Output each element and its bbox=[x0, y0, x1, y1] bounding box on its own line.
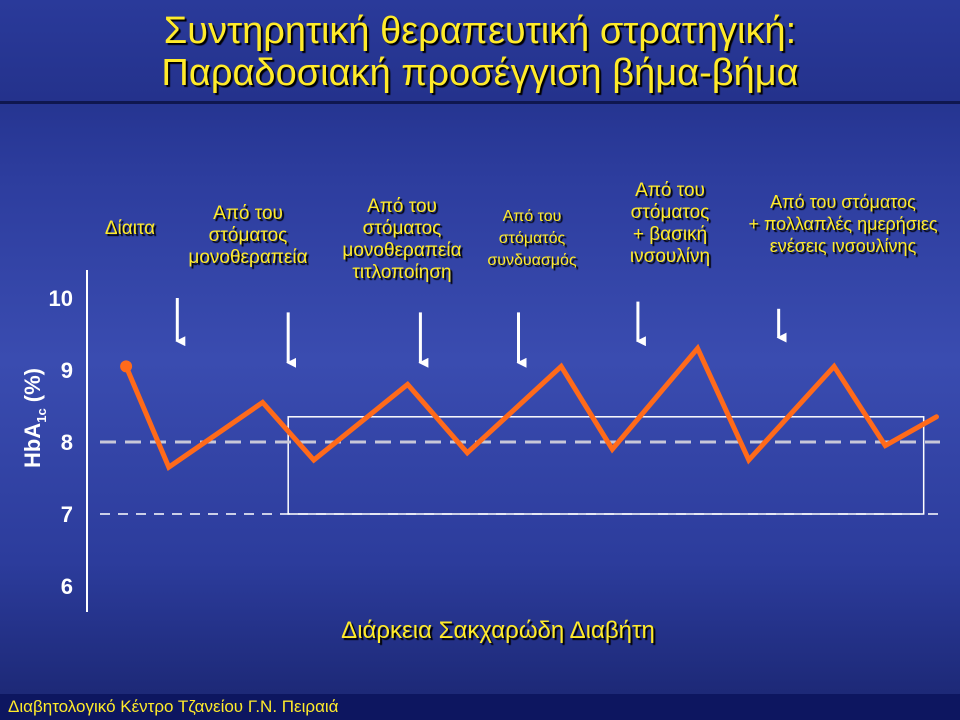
stage-label-oral-monotherapy: Από του στόματος μονοθεραπεία bbox=[188, 203, 307, 269]
stage-line: + βασική bbox=[632, 224, 708, 245]
slide-title: Συντηρητική θεραπευτική στρατηγική: Παρα… bbox=[0, 0, 960, 104]
stage-line: ενέσεις ινσουλίνης bbox=[769, 236, 917, 256]
start-point-marker bbox=[120, 360, 133, 373]
stage-label-basal-insulin: Από του στόματος + βασική ινσουλίνη bbox=[630, 180, 710, 268]
threshold-lines bbox=[100, 440, 940, 515]
footer-text: Διαβητολογικό Κέντρο Τζανείου Γ.Ν. Πειρα… bbox=[0, 694, 960, 720]
stage-line: στόματος bbox=[362, 218, 442, 239]
y-tick-label: 9 bbox=[61, 358, 73, 383]
y-tick-label: 8 bbox=[61, 430, 73, 455]
stage-label-oral-combination: Από του στόματός συνδυασμός bbox=[487, 206, 576, 272]
stage-line: μονοθεραπεία bbox=[342, 240, 462, 261]
stage-line: Από του bbox=[635, 180, 705, 201]
stage-label-diet: Δίαιτα bbox=[105, 218, 155, 240]
y-tick-label: 7 bbox=[61, 502, 73, 527]
stage-line: Από του bbox=[213, 203, 283, 224]
target-range-rect bbox=[287, 416, 925, 515]
title-line-2: Παραδοσιακή προσέγγιση βήμα-βήμα bbox=[161, 52, 799, 94]
stage-line: Από του bbox=[367, 196, 437, 217]
y-axis-label-unit: (%) bbox=[20, 368, 45, 408]
stage-label-multiple-injections: Από του στόματος + πολλαπλές ημερήσιες ε… bbox=[748, 191, 937, 257]
x-axis-label: Διάρκεια Σακχαρώδη Διαβήτη bbox=[341, 617, 655, 644]
target-range-box bbox=[287, 416, 925, 515]
stage-label-monotherapy-titration: Από του στόματος μονοθεραπεία τιτλοποίησ… bbox=[342, 196, 461, 284]
stage-line: στόματος bbox=[208, 225, 288, 246]
stage-line: στόματος bbox=[630, 202, 710, 223]
title-line-1: Συντηρητική θεραπευτική στρατηγική: bbox=[163, 10, 797, 52]
stage-line: στόματός bbox=[498, 230, 566, 247]
y-axis-label-sub: 1c bbox=[34, 408, 49, 422]
y-ticks: 6 7 8 9 10 bbox=[49, 286, 73, 599]
y-axis-label-main: HbA bbox=[20, 423, 45, 468]
hba1c-series-line bbox=[123, 343, 939, 472]
y-axis-label: HbA1c (%) bbox=[20, 368, 49, 468]
series-layer bbox=[120, 343, 939, 472]
stage-line: τιτλοποίηση bbox=[352, 262, 452, 283]
stage-line: Από του στόματος bbox=[770, 192, 916, 212]
stage-line: συνδυασμός bbox=[487, 252, 577, 269]
y-tick-label: 10 bbox=[49, 286, 73, 311]
stage-line: + πολλαπλές ημερήσιες bbox=[748, 214, 938, 234]
stage-line: Από του bbox=[502, 208, 562, 225]
stage-line: ινσουλίνη bbox=[629, 246, 711, 267]
stage-line: Δίαιτα bbox=[104, 218, 156, 239]
stage-line: μονοθεραπεία bbox=[188, 247, 308, 268]
arrows-layer bbox=[175, 298, 787, 368]
y-tick-label: 6 bbox=[61, 574, 73, 599]
